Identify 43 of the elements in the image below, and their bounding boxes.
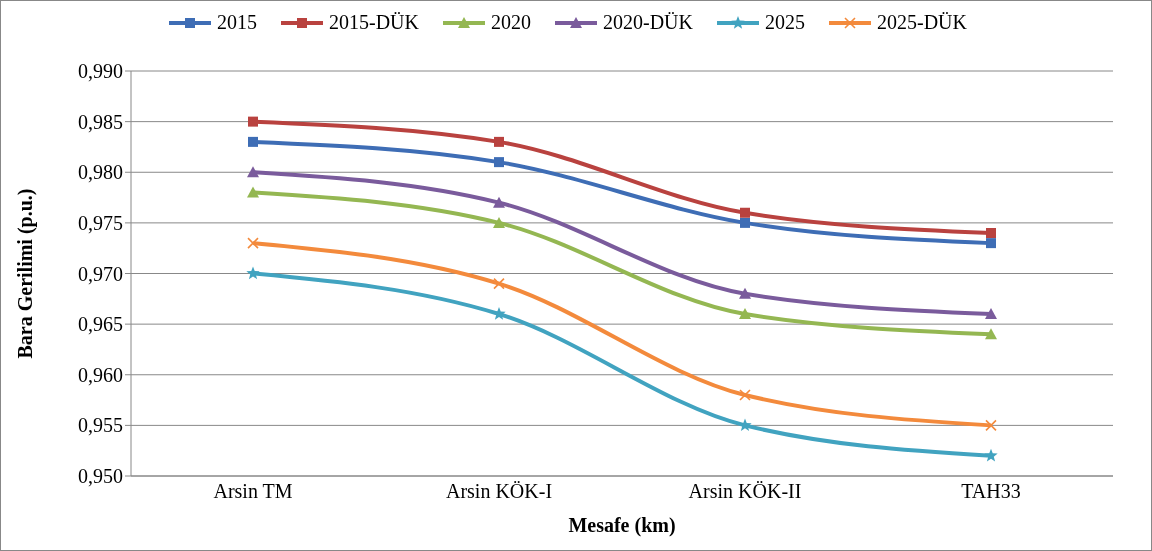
point [985, 328, 997, 340]
y-axis-title: Bara Gerilimi (p.u.) [14, 188, 38, 359]
legend-label: 2020-DÜK [603, 11, 693, 34]
x-tick-label: Arsin TM [213, 480, 293, 503]
x-tick-label: Arsin KÖK-II [688, 480, 802, 503]
legend-label: 2015-DÜK [329, 11, 419, 34]
y-tick-label: 0,960 [78, 363, 123, 386]
point [493, 277, 505, 290]
legend-label: 2025-DÜK [877, 11, 967, 34]
y-tick-label: 0,990 [78, 60, 123, 83]
y-tick-label: 0,965 [78, 313, 123, 336]
point [247, 186, 259, 198]
x-tick-label: Arsin KÖK-I [445, 480, 553, 503]
point [985, 419, 997, 432]
point [247, 166, 259, 178]
point [984, 448, 998, 462]
point [739, 389, 751, 401]
point [985, 308, 997, 319]
point [740, 217, 750, 228]
legend-label: 2015 [217, 11, 257, 34]
point [493, 216, 505, 228]
point [246, 266, 260, 280]
point [740, 207, 750, 218]
y-tick-label: 0,980 [78, 161, 123, 184]
point [494, 157, 504, 168]
point [739, 308, 751, 319]
point [248, 136, 258, 147]
y-tick-label: 0,970 [78, 262, 123, 285]
point [494, 136, 504, 147]
point [986, 238, 996, 249]
point [493, 196, 505, 208]
x-axis-title: Mesafe (km) [568, 514, 676, 537]
y-tick-label: 0,950 [78, 465, 123, 488]
x-tick-label: TAH33 [961, 480, 1021, 503]
legend-label: 2025 [765, 11, 805, 34]
point [247, 237, 259, 249]
y-tick-label: 0,975 [78, 211, 123, 234]
point [739, 287, 751, 299]
y-tick-label: 0,955 [78, 414, 123, 437]
point [248, 116, 258, 127]
legend-label: 2020 [491, 11, 531, 34]
y-tick-label: 0,985 [78, 110, 123, 133]
point [986, 228, 996, 238]
